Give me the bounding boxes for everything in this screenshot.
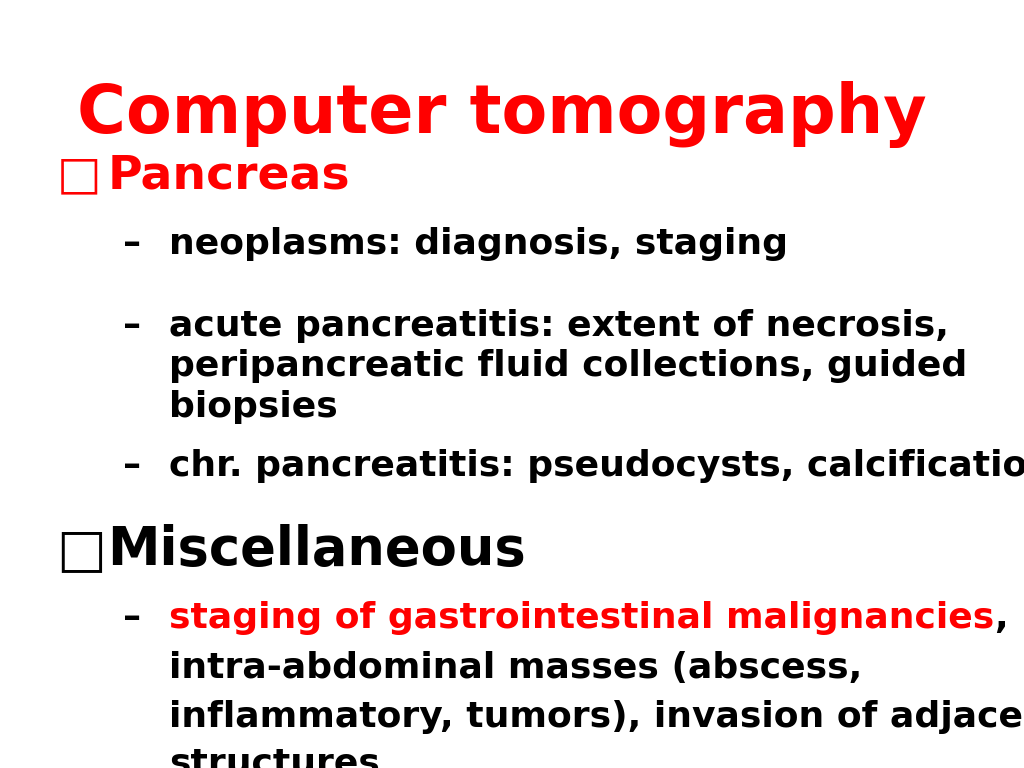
Text: ,: , — [994, 601, 1008, 634]
Text: neoplasms: diagnosis, staging: neoplasms: diagnosis, staging — [169, 227, 787, 260]
Text: □: □ — [56, 524, 106, 576]
Text: structures: structures — [169, 746, 380, 768]
Text: Pancreas: Pancreas — [108, 154, 350, 199]
Text: –: – — [123, 227, 141, 260]
Text: staging of gastrointestinal malignancies: staging of gastrointestinal malignancies — [169, 601, 994, 634]
Text: intra-abdominal masses (abscess,: intra-abdominal masses (abscess, — [169, 651, 862, 685]
Text: –: – — [123, 601, 141, 634]
Text: chr. pancreatitis: pseudocysts, calcifications: chr. pancreatitis: pseudocysts, calcific… — [169, 449, 1024, 483]
Text: inflammatory, tumors), invasion of adjacent: inflammatory, tumors), invasion of adjac… — [169, 700, 1024, 734]
Text: Miscellaneous: Miscellaneous — [108, 524, 526, 576]
Text: Computer tomography: Computer tomography — [77, 81, 927, 147]
Text: –: – — [123, 309, 141, 343]
Text: acute pancreatitis: extent of necrosis,
peripancreatic fluid collections, guided: acute pancreatitis: extent of necrosis, … — [169, 309, 968, 424]
Text: □: □ — [56, 154, 101, 199]
Text: –: – — [123, 449, 141, 483]
